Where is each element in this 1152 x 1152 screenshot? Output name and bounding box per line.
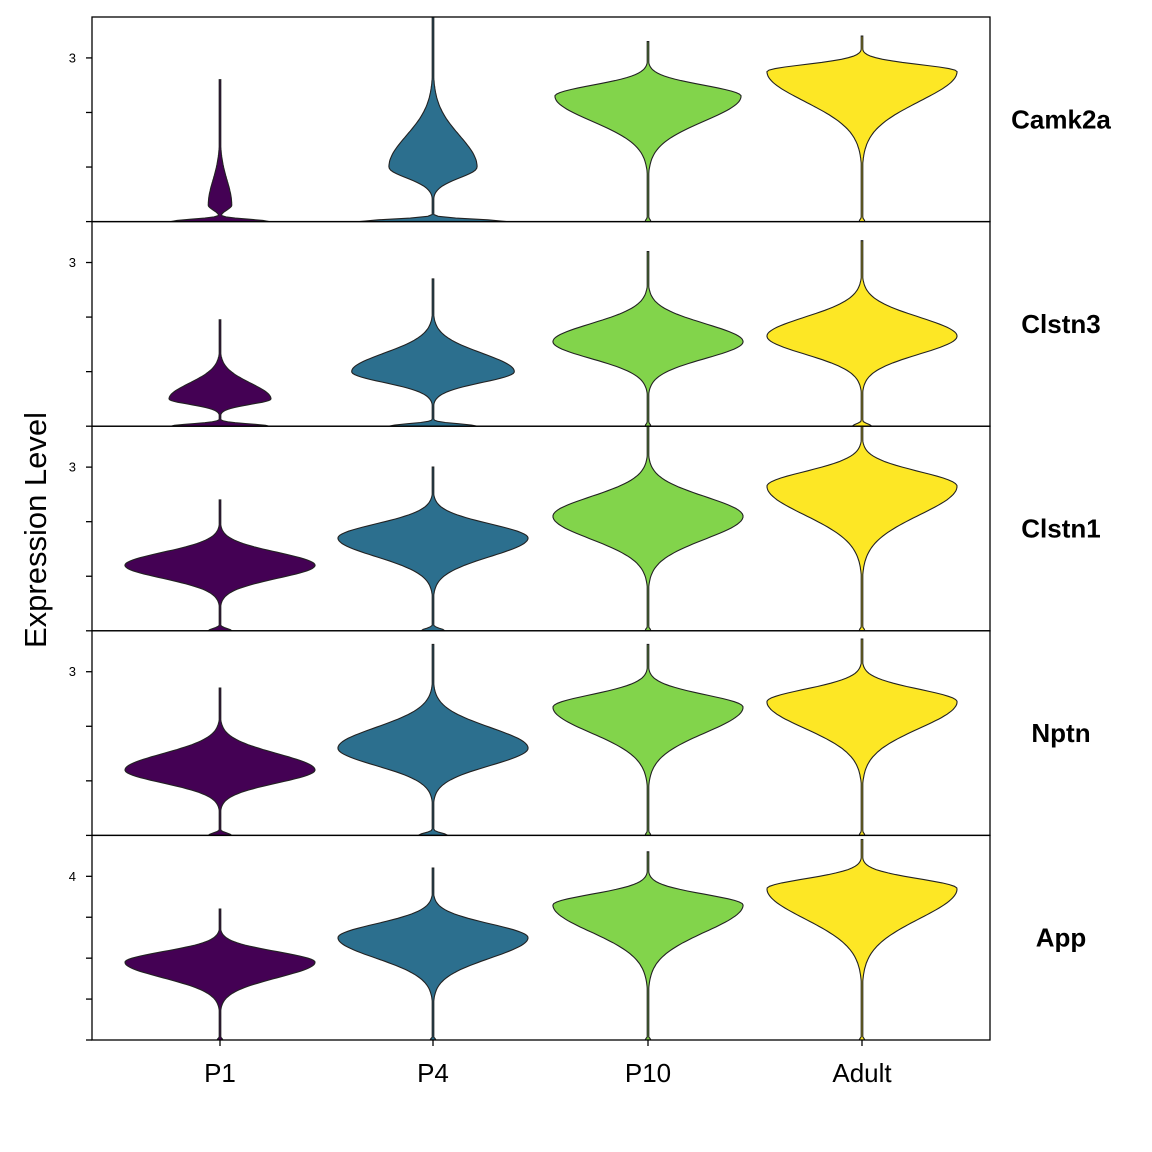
- panel-camk2a: 3 Camk2a: [69, 16, 1111, 223]
- panel-app: 4 App: [69, 834, 1087, 1041]
- violin-app-p10: [552, 851, 744, 1041]
- gene-label-camk2a: Camk2a: [1011, 104, 1111, 134]
- gene-label-nptn: Nptn: [1031, 718, 1090, 748]
- y-tick-label: 4: [69, 869, 76, 884]
- violin-clstn3-p1: [168, 319, 272, 427]
- violin-clstn3-p4: [351, 278, 515, 427]
- violin-app-p1: [124, 908, 316, 1041]
- violin-nptn-p4: [337, 643, 529, 836]
- violin-camk2a-p4: [359, 17, 507, 222]
- x-tick-label-p10: P10: [625, 1058, 671, 1088]
- violin-clstn3-adult: [766, 240, 958, 427]
- y-tick-label: 3: [69, 255, 76, 270]
- violin-group: [124, 838, 958, 1041]
- violin-nptn-p10: [552, 643, 744, 836]
- violin-nptn-p1: [124, 687, 316, 836]
- violin-clstn1-p4: [337, 466, 529, 631]
- gene-label-clstn1: Clstn1: [1021, 514, 1100, 544]
- violin-nptn-adult: [766, 638, 958, 836]
- violin-camk2a-p10: [554, 41, 742, 222]
- panel-frame: [91, 834, 991, 1041]
- panel-clstn1: 3 Clstn1: [69, 425, 1101, 632]
- x-tick-label-p4: P4: [417, 1058, 449, 1088]
- violin-clstn1-p1: [124, 499, 316, 631]
- violin-camk2a-p1: [170, 79, 270, 222]
- violin-group: [170, 17, 958, 222]
- panels: 3 Camk2a 3 Clstn3 3 Clstn1 3 Nptn 4 App: [69, 16, 1111, 1041]
- violin-app-adult: [766, 838, 958, 1041]
- panel-clstn3: 3 Clstn3: [69, 220, 1101, 427]
- gene-label-app: App: [1036, 923, 1087, 953]
- violin-camk2a-adult: [766, 35, 958, 222]
- violin-clstn1-p10: [552, 426, 744, 631]
- violin-app-p4: [337, 867, 529, 1041]
- y-tick-label: 3: [69, 460, 76, 475]
- panel-nptn: 3 Nptn: [69, 630, 1091, 837]
- violin-clstn1-adult: [766, 426, 958, 631]
- y-tick-label: 3: [69, 664, 76, 679]
- violin-group: [168, 240, 958, 427]
- gene-label-clstn3: Clstn3: [1021, 309, 1100, 339]
- x-tick-label-p1: P1: [204, 1058, 236, 1088]
- y-axis-title: Expression Level: [18, 412, 53, 648]
- x-tick-label-adult: Adult: [832, 1058, 892, 1088]
- violin-group: [124, 638, 958, 836]
- violin-group: [124, 426, 958, 631]
- violin-clstn3-p10: [552, 251, 744, 427]
- y-tick-label: 3: [69, 50, 76, 65]
- x-axis: P1 P4 P10 Adult: [204, 1040, 892, 1088]
